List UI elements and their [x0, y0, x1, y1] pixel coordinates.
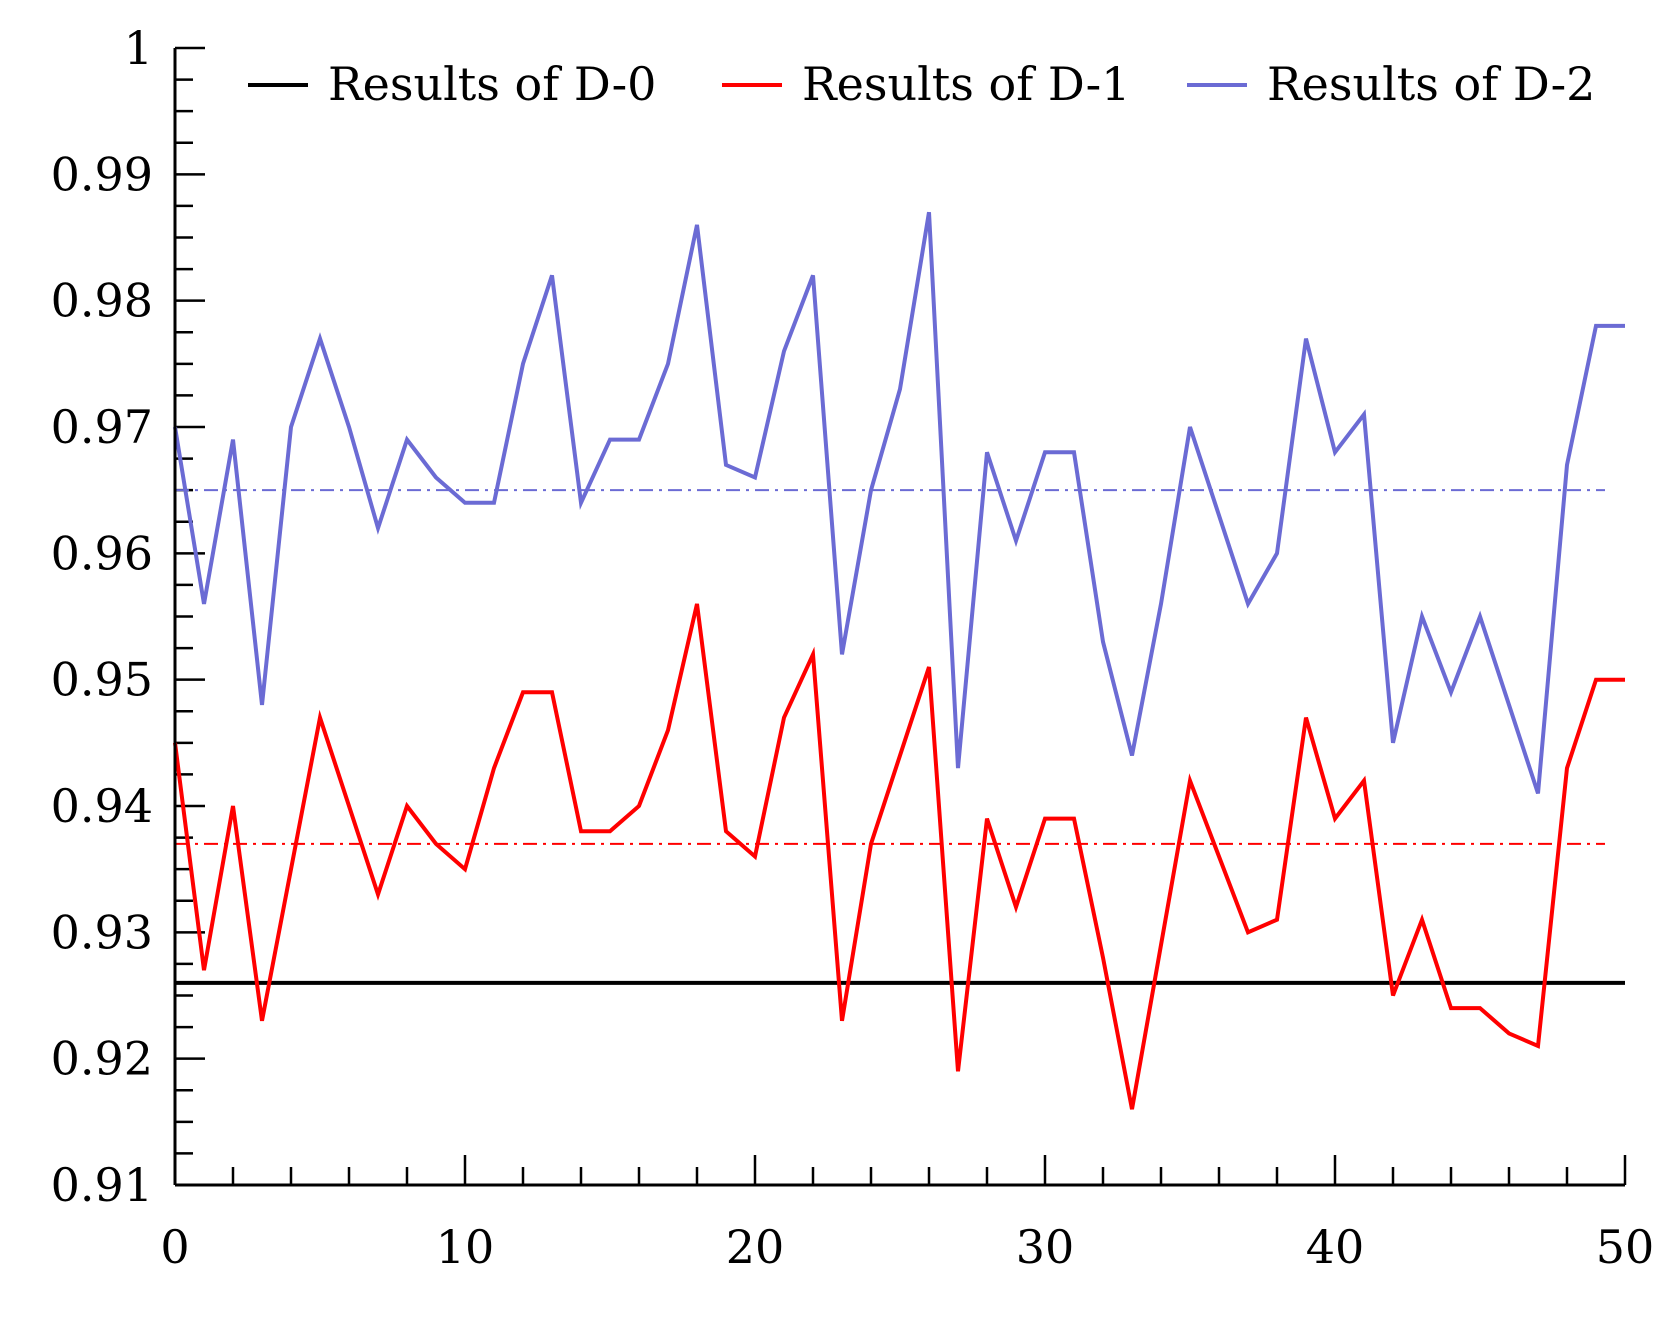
x-tick-label: 40 [1306, 1220, 1365, 1274]
y-tick-label: 0.96 [51, 526, 153, 580]
axes [173, 48, 1625, 1187]
series-lines [173, 211, 1625, 1110]
y-tick-label: 0.93 [51, 905, 153, 959]
legend-label: Results of D-0 [328, 57, 656, 111]
legend-label: Results of D-2 [1267, 57, 1595, 111]
y-tick-label: 0.95 [51, 653, 153, 707]
y-tick-label: 0.92 [51, 1032, 153, 1086]
x-tick-label: 0 [160, 1220, 189, 1274]
series-line-results-of-d-2 [173, 211, 1625, 795]
legend: Results of D-0 Results of D-1 Results of D… [248, 57, 1595, 111]
legend-label: Results of D-1 [802, 57, 1130, 111]
series-line-results-of-d-1 [173, 603, 1625, 1110]
y-tick-label: 0.94 [51, 779, 153, 833]
x-tick-label: 50 [1596, 1220, 1655, 1274]
y-tick-label: 0.91 [51, 1158, 153, 1212]
y-tick-label: 0.97 [51, 400, 153, 454]
y-tick-label: 0.98 [51, 274, 153, 328]
reference-lines [175, 489, 1605, 845]
x-tick-label: 20 [726, 1220, 785, 1274]
tick-labels: 0 10 20 30 40 50 0.91 0.92 0.93 0.94 0.95 0.96 0.97 0… [51, 21, 1655, 1274]
x-tick-label: 10 [436, 1220, 495, 1274]
y-tick-label: 0.99 [51, 147, 153, 201]
minor-ticks [173, 46, 1627, 1187]
x-tick-label: 30 [1016, 1220, 1075, 1274]
y-tick-label: 1 [124, 21, 153, 75]
